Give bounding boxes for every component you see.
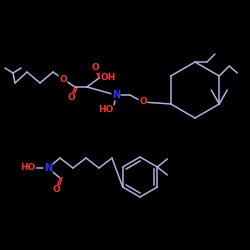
Text: O: O [59,74,67,84]
Text: N: N [112,90,120,100]
Text: N: N [44,163,52,173]
Text: HO: HO [98,106,114,114]
Text: O: O [139,98,147,106]
Text: HO: HO [20,164,36,172]
Text: OH: OH [100,74,116,82]
Text: O: O [91,64,99,72]
Text: O: O [52,186,60,194]
Text: O: O [67,94,75,102]
